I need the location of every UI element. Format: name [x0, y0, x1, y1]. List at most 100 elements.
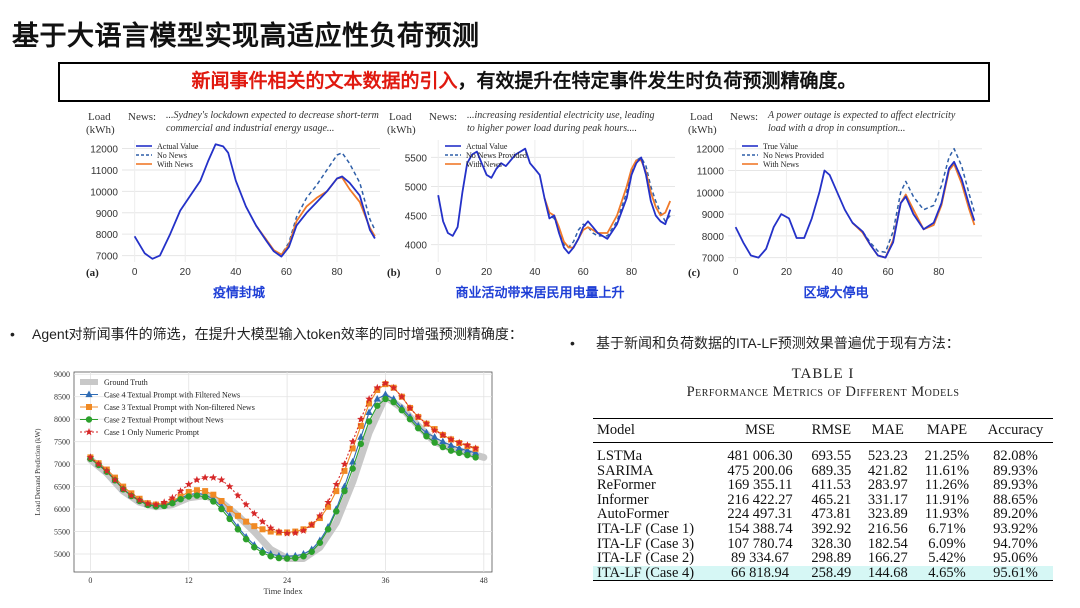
bullet-text: Agent对新闻事件的筛选，在提升大模型输入token效率的同时增强预测精确度： — [32, 326, 523, 342]
data-point — [185, 489, 192, 495]
x-tick-label: 20 — [781, 267, 793, 278]
y-axis-label: (kWh) — [86, 124, 115, 136]
data-point — [127, 491, 136, 499]
data-point — [447, 441, 455, 448]
data-point — [185, 493, 192, 500]
data-point — [267, 553, 274, 560]
data-point — [275, 554, 283, 562]
table-subtitle: Performance Metrics of Different Models — [686, 384, 960, 400]
data-point — [431, 433, 439, 440]
table-cell: 11.93% — [924, 506, 970, 523]
data-point — [357, 422, 364, 429]
table-cell: 6.71% — [928, 520, 966, 537]
table-cell: 107 780.74 — [727, 535, 793, 552]
data-point — [234, 512, 241, 519]
table-cell: 4.65% — [915, 565, 979, 582]
table-cell: 473.81 — [811, 506, 852, 523]
table-row: ITA-LF (Case 1) 154 388.74 392.92 216.56 6.7… — [593, 522, 1053, 537]
table-cell: 6.09% — [928, 535, 966, 552]
table-cell: 216 422.27 — [727, 491, 793, 508]
y-tick-label: 11000 — [697, 167, 725, 178]
data-point — [242, 500, 250, 508]
legend-label: No News Provided — [763, 151, 824, 160]
data-point — [414, 412, 422, 421]
data-point — [152, 500, 160, 508]
table-cell: ITA-LF (Case 2) — [597, 550, 695, 567]
plot-frame — [73, 371, 493, 573]
legend-label: Actual Value — [157, 142, 199, 151]
y-tick-label: 7000 — [702, 254, 725, 265]
y-tick-label: 4000 — [405, 241, 428, 252]
data-point — [234, 491, 242, 499]
news-text: ...Sydney's lockdown expected to decreas… — [166, 110, 379, 121]
table-cell: 144.68 — [859, 565, 916, 582]
table-row: AutoFormer 224 497.31 473.81 323.89 11.93% 89… — [593, 507, 1053, 522]
y-tick-label: 8500 — [54, 393, 70, 402]
news-label: News: — [429, 111, 457, 123]
data-point — [471, 444, 480, 452]
data-point — [266, 524, 275, 532]
legend-label: Actual Value — [466, 142, 508, 151]
table-cell: 66 818.94 — [716, 565, 804, 582]
data-point — [193, 487, 200, 494]
data-point — [292, 554, 299, 562]
metrics-table: Model MSE RMSE MAE MAPE Accuracy LSTMa 48… — [593, 418, 1053, 582]
table-row: ITA-LF (Case 4) 66 818.94 258.49 144.68 4.65… — [593, 565, 1053, 582]
table-cell: SARIMA — [597, 462, 654, 479]
news-text: ...increasing residential electricity us… — [467, 110, 655, 121]
load-chart-b: Load (kWh) News: ...increasing residential … — [385, 106, 685, 290]
data-point — [365, 418, 373, 425]
data-point — [210, 491, 217, 498]
data-point — [374, 402, 381, 409]
table-cell: AutoFormer — [597, 506, 669, 523]
y-axis-label: Load — [690, 111, 713, 123]
table-row: ReFormer 169 355.11 411.53 283.97 11.26% 89.9… — [593, 478, 1053, 493]
data-point — [422, 419, 431, 427]
table-cell: LSTMa — [597, 448, 643, 464]
table-cell: 166.27 — [867, 550, 908, 567]
data-point — [406, 404, 414, 412]
data-point — [348, 437, 357, 445]
y-tick-label: 5500 — [54, 528, 70, 537]
data-point — [341, 467, 348, 474]
data-point — [86, 453, 95, 461]
bullet-dot: • — [10, 326, 15, 342]
x-tick-label: 12 — [185, 576, 193, 585]
y-tick-label: 8000 — [96, 230, 119, 241]
data-point — [455, 438, 463, 446]
y-tick-label: 8000 — [54, 415, 70, 424]
data-point — [382, 395, 389, 403]
data-point — [455, 444, 463, 452]
legend-label: With News — [763, 160, 799, 169]
y-tick-label: 8000 — [702, 232, 725, 243]
table-cell: 82.08% — [993, 448, 1038, 464]
caption-commercial: 商业活动带来居民用电量上升 — [455, 285, 625, 300]
table-cell: 182.54 — [867, 535, 908, 552]
column-header: Model — [593, 418, 717, 443]
data-point — [242, 535, 250, 543]
x-tick-label: 0 — [132, 267, 138, 278]
table-row: SARIMA 475 200.06 689.35 421.82 11.61% 89.93% — [593, 462, 1053, 479]
data-point — [234, 526, 242, 533]
y-tick-label: 7500 — [54, 438, 70, 447]
table-row: ITA-LF (Case 2) 89 334.67 298.89 166.27 5.42… — [593, 551, 1053, 566]
data-point — [472, 454, 479, 461]
table-cell: 331.17 — [867, 491, 908, 508]
x-tick-label: 40 — [832, 267, 844, 278]
data-point — [341, 487, 348, 495]
data-point — [85, 416, 93, 423]
data-point — [381, 379, 390, 387]
table-cell: 11.26% — [924, 477, 970, 494]
data-point — [201, 493, 209, 501]
data-point — [423, 433, 430, 440]
news-text: commercial and industrial energy usage..… — [166, 123, 334, 134]
legend-label: Case 2 Textual Prompt without News — [104, 416, 224, 425]
banner-emphasis: 新闻事件相关的文本数据的引入 — [191, 71, 458, 92]
data-point — [406, 415, 414, 423]
data-point — [333, 488, 340, 495]
series-line — [852, 147, 976, 253]
table-cell: 89.93% — [993, 477, 1038, 494]
data-point — [283, 529, 291, 537]
page-title: 基于大语言模型实现高适应性负荷预测 — [12, 21, 480, 51]
data-point — [169, 500, 176, 507]
